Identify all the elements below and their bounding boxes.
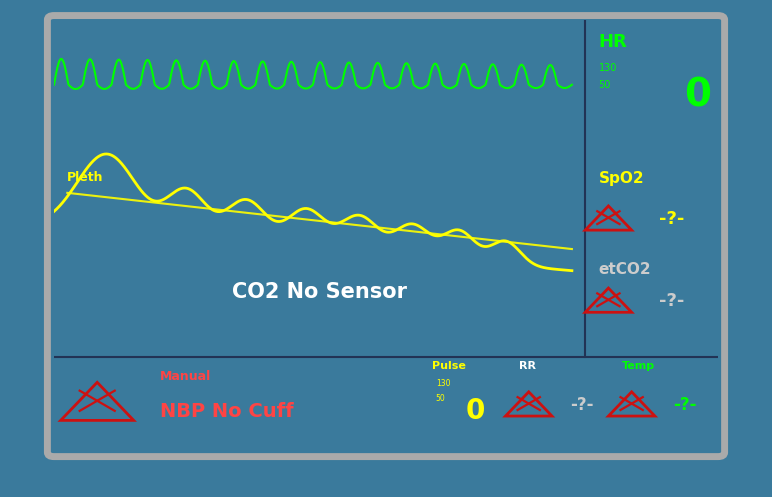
Text: 0: 0 <box>466 397 486 425</box>
Text: Temp: Temp <box>621 361 655 371</box>
Text: NBP No Cuff: NBP No Cuff <box>161 402 294 420</box>
Text: -?-: -?- <box>673 396 696 414</box>
Text: CO2 No Sensor: CO2 No Sensor <box>232 282 407 302</box>
Text: -?-: -?- <box>659 292 684 310</box>
Text: 50: 50 <box>598 81 611 90</box>
Text: -?-: -?- <box>570 396 594 414</box>
Text: 130: 130 <box>435 379 450 388</box>
Text: Manual: Manual <box>161 370 212 383</box>
Text: SpO2: SpO2 <box>598 171 644 186</box>
Text: etCO2: etCO2 <box>598 262 651 277</box>
Text: 50: 50 <box>435 394 445 403</box>
Text: RR: RR <box>519 361 536 371</box>
Text: Pulse: Pulse <box>432 361 466 371</box>
Text: 130: 130 <box>598 63 617 73</box>
Text: 0: 0 <box>684 76 711 114</box>
Text: Pleth: Pleth <box>67 171 103 184</box>
Text: -?-: -?- <box>659 210 684 228</box>
Text: HR: HR <box>598 33 627 51</box>
